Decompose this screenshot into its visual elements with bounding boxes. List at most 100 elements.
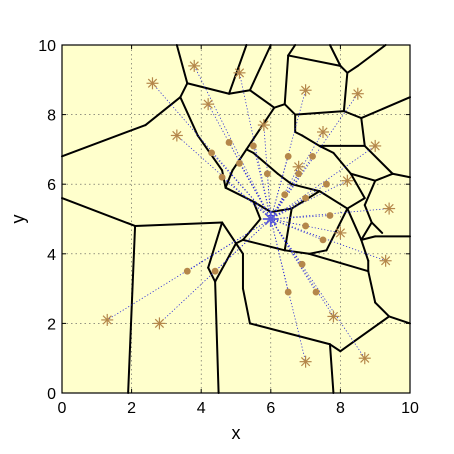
voronoi-edge (127, 224, 137, 394)
star-point (341, 174, 354, 187)
star-point-stroke (384, 203, 394, 214)
voronoi-edge (235, 238, 244, 245)
star-point-stroke (300, 357, 311, 367)
center-link (270, 208, 390, 220)
center-point (268, 216, 274, 222)
dot-point (323, 180, 330, 188)
center-link (270, 218, 306, 227)
voronoi-edge (328, 343, 342, 353)
voronoi-edge (346, 64, 359, 74)
data-points (101, 59, 396, 368)
voronoi-edge (374, 301, 391, 318)
center-link (270, 218, 303, 265)
star-point (317, 126, 329, 138)
star-point-stroke (203, 99, 213, 109)
star-point-stroke (294, 162, 304, 172)
star-point-stroke (259, 120, 269, 130)
voronoi-edge (283, 54, 290, 106)
star-point-stroke (370, 141, 380, 151)
voronoi-edge (349, 172, 377, 182)
voronoi-edge (283, 207, 293, 252)
voronoi-edge (241, 287, 251, 325)
voronoi-edge (214, 280, 220, 394)
star-point-stroke (189, 61, 199, 71)
voronoi-edge (388, 315, 411, 325)
star-point-stroke (300, 85, 311, 95)
voronoi-edge (346, 197, 366, 210)
center-link (270, 156, 289, 220)
star-point (299, 355, 312, 368)
voronoi-edge (360, 96, 411, 120)
voronoi-edge (235, 242, 244, 255)
voronoi-edge (301, 134, 321, 147)
voronoi-edge (269, 207, 293, 214)
x-tick-label: 10 (401, 400, 419, 417)
center-link (270, 218, 366, 359)
star-point (202, 98, 215, 111)
voronoi-edge (374, 172, 394, 182)
x-axis-label: x (232, 423, 241, 443)
voronoi-edge (228, 44, 248, 95)
voronoi-edge (328, 343, 335, 394)
y-tick-label: 6 (47, 177, 56, 194)
voronoi-edge (332, 151, 352, 175)
star-point-stroke (102, 315, 112, 325)
voronoi-edge (228, 89, 251, 95)
dot-point (218, 173, 226, 181)
star-point-stroke (318, 127, 328, 137)
voronoi-edges (61, 44, 411, 394)
center-link (270, 218, 306, 362)
star-point-stroke (381, 256, 391, 266)
voronoi-edge (248, 322, 331, 346)
dot-point (236, 159, 243, 167)
dot-point (295, 170, 303, 178)
voronoi-edge (318, 190, 349, 210)
voronoi-edge (363, 204, 373, 224)
star-point (369, 139, 382, 152)
center-link (211, 152, 272, 220)
voronoi-edge (61, 124, 147, 158)
voronoi-edge (339, 64, 349, 74)
dot-point (312, 288, 320, 296)
y-tick-label: 4 (47, 247, 56, 264)
voronoi-edge (346, 207, 363, 241)
voronoi-edge (360, 235, 377, 241)
voronoi-edge (245, 148, 255, 154)
center-link (221, 176, 272, 220)
y-axis-label: y (8, 215, 28, 224)
star-point-stroke (360, 353, 370, 363)
dot-point (211, 267, 219, 275)
star-point (146, 77, 159, 90)
star-point-stroke (234, 68, 245, 78)
center-link (270, 183, 327, 220)
star-point (188, 59, 201, 72)
dot-point (208, 149, 216, 157)
star-point-stroke (154, 318, 165, 329)
y-tick-label: 8 (47, 108, 56, 125)
voronoi-edge (283, 103, 297, 116)
voronoi-edge (61, 197, 137, 227)
center-link (270, 218, 386, 262)
dot-point (302, 222, 309, 230)
x-tick-label: 2 (127, 400, 136, 417)
voronoi-edge (356, 44, 387, 67)
voronoi-edge (252, 200, 262, 220)
center-link (270, 145, 376, 220)
voronoi-edge (134, 221, 224, 227)
star-point-stroke (172, 130, 182, 141)
voronoi-edge (214, 242, 237, 283)
center-link (270, 215, 330, 220)
center-link (270, 180, 348, 220)
x-tick-label: 8 (336, 400, 345, 417)
voronoi-edge (144, 96, 182, 127)
voronoi-edge (308, 249, 328, 255)
center-link (270, 194, 286, 220)
center-link (239, 163, 272, 220)
star-point (170, 129, 183, 142)
star-point-stroke (342, 176, 352, 186)
voronoi-edge (248, 44, 272, 92)
star-point-stroke (328, 311, 339, 322)
x-tick-label: 0 (58, 400, 67, 417)
y-tick-label: 2 (47, 316, 56, 333)
